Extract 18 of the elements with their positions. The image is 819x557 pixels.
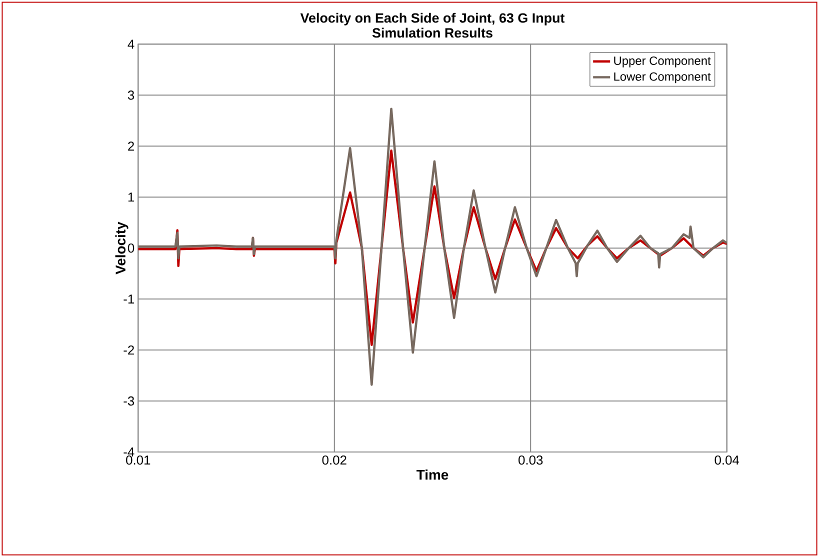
y-tick-label: -2 <box>124 345 134 354</box>
x-tick-label: 0.03 <box>518 455 543 465</box>
legend-label: Lower Component <box>614 72 711 84</box>
y-tick-label: -3 <box>124 396 134 406</box>
x-tick-label: 0.04 <box>714 455 740 465</box>
chart-title: Velocity on Each Side of Joint, 63 G Input Simulation Results <box>300 12 565 38</box>
legend-label: Upper Component <box>614 56 711 68</box>
y-axis-title: Velocity <box>115 222 128 274</box>
y-tick-label: 0 <box>128 243 134 253</box>
y-tick-label: -4 <box>124 447 134 456</box>
x-axis-title: Time <box>416 469 448 480</box>
x-tick-label: 0.02 <box>322 455 346 465</box>
y-tick-label: 4 <box>128 40 134 49</box>
y-tick-label: 2 <box>128 142 134 151</box>
y-tick-label: -1 <box>124 294 134 304</box>
x-tick-label: 0.01 <box>126 455 150 465</box>
y-tick-label: 3 <box>128 90 134 100</box>
y-tick-label: 1 <box>128 192 134 202</box>
